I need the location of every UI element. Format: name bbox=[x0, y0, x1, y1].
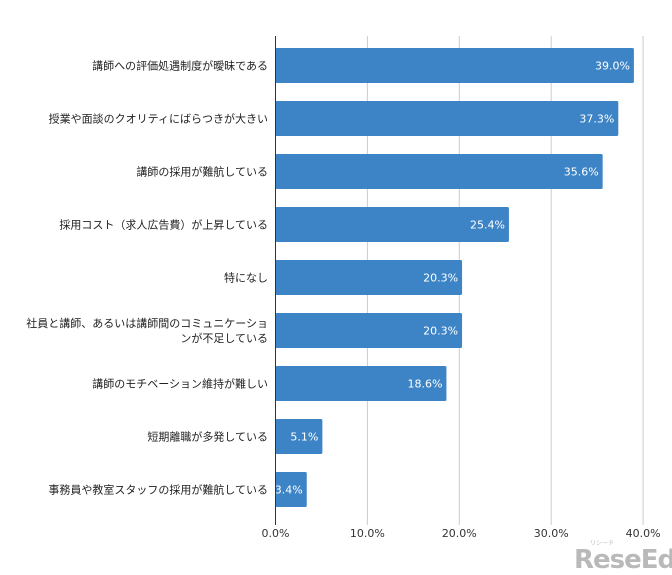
bar bbox=[275, 472, 307, 507]
data-label: 39.0% bbox=[595, 60, 630, 73]
bar bbox=[275, 260, 463, 295]
logo-sub: リシード bbox=[590, 540, 615, 547]
data-label: 18.6% bbox=[407, 378, 442, 391]
bar bbox=[275, 207, 509, 242]
x-tick-label: 30.0% bbox=[534, 527, 569, 540]
bar bbox=[275, 419, 323, 454]
data-label: 35.6% bbox=[564, 166, 599, 179]
x-tick-label: 0.0% bbox=[262, 527, 290, 540]
bar bbox=[275, 101, 619, 136]
category-label: 講師のモチベーション維持が難しい bbox=[92, 377, 268, 391]
category-label: 講師への評価処遇制度が曖昧である bbox=[92, 59, 268, 73]
category-label: 講師の採用が難航している bbox=[136, 165, 268, 179]
bar bbox=[275, 313, 463, 348]
x-tick-label: 10.0% bbox=[350, 527, 385, 540]
data-label: 37.3% bbox=[579, 113, 614, 126]
x-tick-label: 20.0% bbox=[442, 527, 477, 540]
bar bbox=[275, 154, 603, 189]
data-label: 20.3% bbox=[423, 272, 458, 285]
category-label: 社員と講師、あるいは講師間のコミュニケーショ bbox=[26, 316, 268, 330]
category-label: ンが不足している bbox=[180, 331, 268, 345]
x-tick-label: 40.0% bbox=[626, 527, 661, 540]
data-label: 25.4% bbox=[470, 219, 505, 232]
reseed-logo: ReseEd bbox=[574, 545, 672, 575]
data-label: 5.1% bbox=[290, 431, 318, 444]
category-label: 事務員や教室スタッフの採用が難航している bbox=[48, 483, 268, 497]
data-label: 3.4% bbox=[275, 484, 303, 497]
category-label: 短期離職が多発している bbox=[147, 430, 268, 444]
category-label: 採用コスト（求人広告費）が上昇している bbox=[59, 218, 268, 232]
data-label: 20.3% bbox=[423, 325, 458, 338]
category-label: 特になし bbox=[224, 271, 268, 285]
category-label: 授業や面談のクオリティにばらつきが大きい bbox=[49, 112, 268, 126]
bar bbox=[275, 48, 634, 83]
bar bbox=[275, 366, 447, 401]
